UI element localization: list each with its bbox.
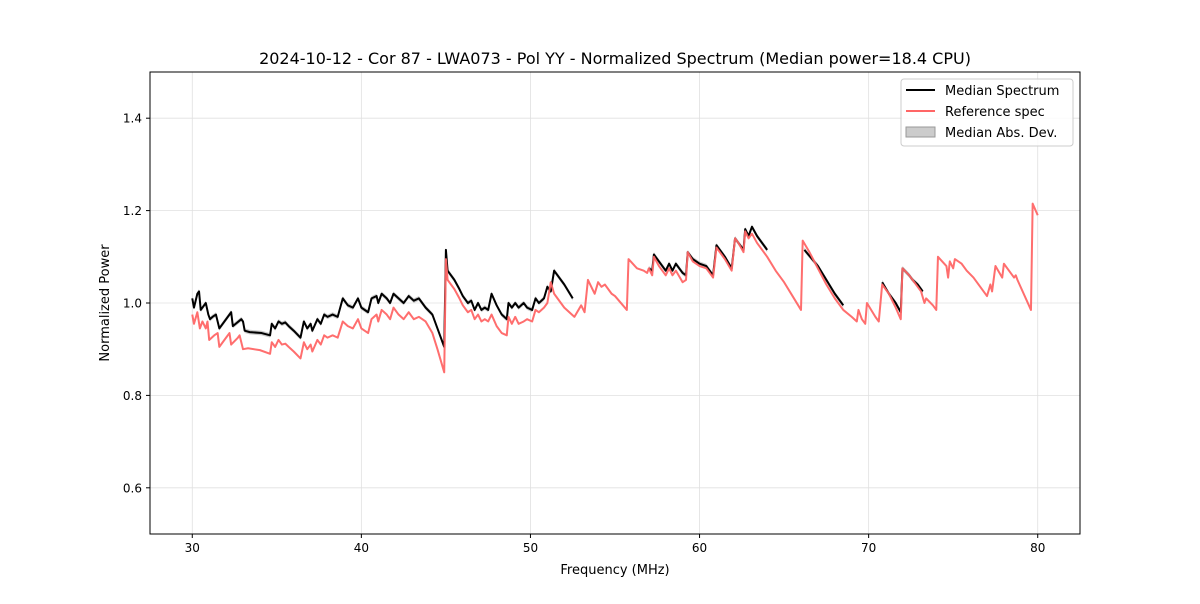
chart-title: 2024-10-12 - Cor 87 - LWA073 - Pol YY - … — [259, 49, 971, 68]
x-tick-label: 30 — [185, 541, 200, 555]
legend-mad-swatch — [905, 126, 936, 138]
legend-mad-label: Median Abs. Dev. — [945, 126, 1057, 141]
y-tick-label: 0.8 — [123, 389, 142, 403]
plot-area — [191, 202, 1039, 374]
y-tick-label: 0.6 — [123, 481, 142, 495]
reference-spectrum-line — [191, 202, 1039, 374]
median-spectrum-line — [191, 248, 574, 348]
x-tick-label: 80 — [1030, 541, 1045, 555]
x-tick-label: 50 — [523, 541, 538, 555]
ticks: 30 40 50 60 70 80 0.6 0.8 1.0 1.2 1.4 — [123, 112, 1045, 555]
y-tick-label: 1.0 — [123, 297, 142, 311]
legend: Median Spectrum Reference spec Median Ab… — [900, 78, 1074, 147]
legend-box — [900, 78, 1074, 147]
legend-reference-label: Reference spec — [945, 105, 1045, 120]
x-tick-label: 40 — [354, 541, 369, 555]
y-axis-label: Normalized Power — [98, 244, 113, 362]
x-tick-label: 70 — [861, 541, 876, 555]
mad-band — [882, 266, 923, 315]
y-tick-label: 1.4 — [123, 112, 142, 126]
x-axis-label: Frequency (MHz) — [560, 563, 669, 578]
legend-median-label: Median Spectrum — [945, 84, 1059, 99]
x-tick-label: 60 — [692, 541, 707, 555]
y-tick-label: 1.2 — [123, 204, 142, 218]
